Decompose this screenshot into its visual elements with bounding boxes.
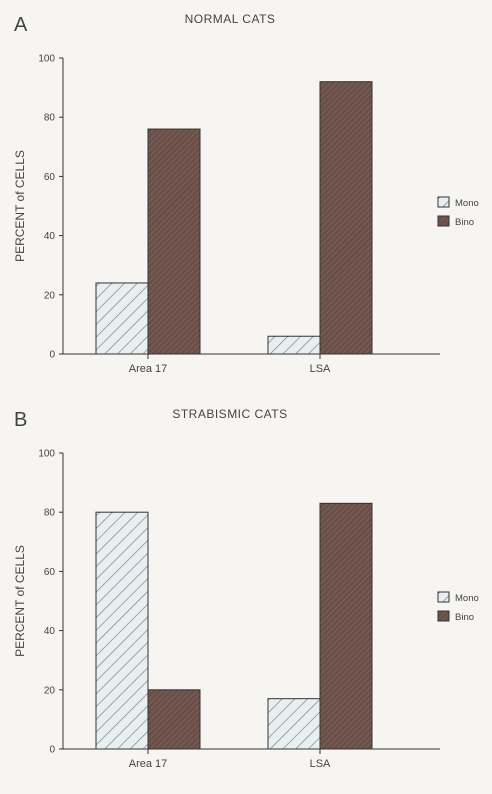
y-tick-label: 20 (44, 685, 56, 696)
y-tick-label: 80 (44, 113, 56, 124)
chart-title: NORMAL CATS (184, 12, 276, 26)
y-tick-label: 60 (44, 172, 56, 183)
bar-bino (147, 689, 201, 750)
legend-label: Bino (455, 217, 474, 228)
legend-swatch-bino (437, 215, 450, 227)
bar-mono (267, 335, 321, 355)
y-tick-label: 40 (44, 626, 56, 637)
y-tick-label: 40 (44, 231, 56, 242)
legend-label: Bino (455, 612, 474, 623)
x-tick-label: LSA (310, 758, 331, 770)
legend-label: Mono (455, 198, 479, 209)
panel-letter: B (14, 409, 28, 431)
y-tick-label: 0 (49, 745, 55, 756)
y-tick-label: 80 (44, 508, 56, 519)
bar-chart: 0 20 40 60 80 100 PERCENT of CELLS Area 17 LSA Mo… (13, 449, 479, 771)
legend-swatch-mono (437, 591, 450, 603)
bar-chart: 0 20 40 60 80 100 PERCENT of CELLS Area 17 LSA Mo… (13, 54, 479, 376)
y-tick-label: 20 (44, 290, 56, 301)
bar-bino (319, 81, 373, 355)
x-tick-label: LSA (310, 363, 331, 375)
chart-panel-b: B STRABISMIC CATS 0 20 40 60 80 100 PERCENT of… (0, 395, 492, 785)
bar-mono (95, 282, 149, 355)
bar-mono (267, 698, 321, 750)
x-tick-label: Area 17 (129, 758, 168, 770)
bar-bino (319, 502, 373, 750)
legend-label: Mono (455, 593, 479, 604)
chart-title: STRABISMIC CATS (172, 407, 288, 421)
y-tick-label: 100 (38, 54, 55, 65)
bar-mono (95, 511, 149, 750)
y-tick-label: 0 (49, 350, 55, 361)
y-tick-label: 60 (44, 567, 56, 578)
chart-panel-a: A NORMAL CATS 0 20 40 60 80 100 PERCENT of CEL… (0, 0, 492, 390)
y-axis-label: PERCENT of CELLS (13, 545, 27, 657)
legend-swatch-mono (437, 196, 450, 208)
panel-letter: A (14, 14, 28, 36)
y-axis-label: PERCENT of CELLS (13, 150, 27, 262)
x-tick-label: Area 17 (129, 363, 168, 375)
bar-bino (147, 128, 201, 355)
legend-swatch-bino (437, 610, 450, 622)
y-tick-label: 100 (38, 449, 55, 460)
